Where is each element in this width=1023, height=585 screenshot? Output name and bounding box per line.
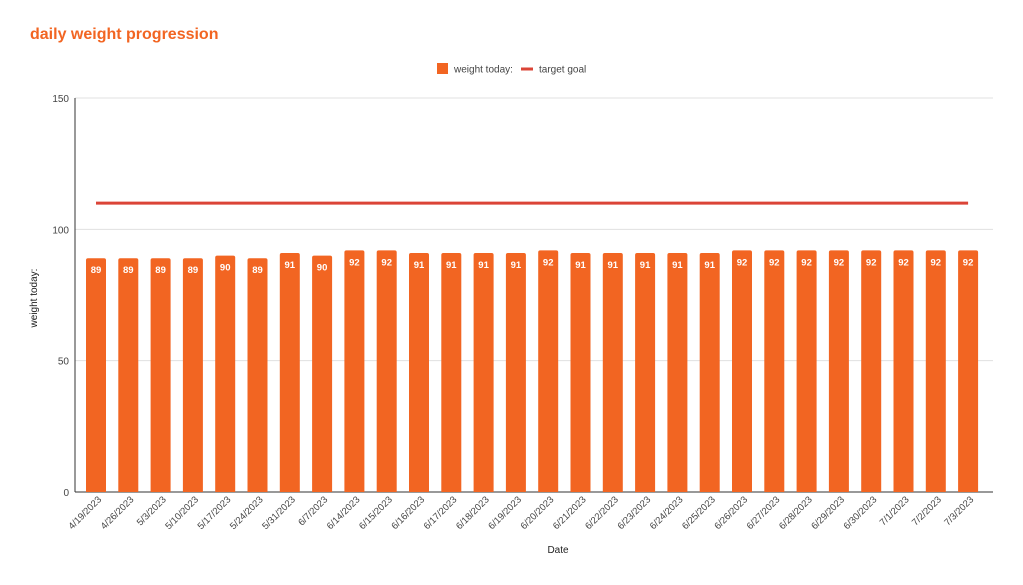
bar-data-label: 92 bbox=[834, 257, 845, 268]
bar bbox=[409, 252, 429, 492]
x-tick-label: 5/24/2023 bbox=[228, 494, 266, 532]
legend-label: weight today: bbox=[453, 65, 513, 76]
x-tick-label: 6/22/2023 bbox=[583, 494, 621, 532]
bar bbox=[441, 252, 462, 492]
x-tick-label: 7/1/2023 bbox=[878, 494, 912, 528]
bar-data-label: 91 bbox=[511, 260, 522, 271]
bars-layer bbox=[86, 250, 979, 492]
bar bbox=[118, 258, 139, 492]
x-tick-label: 6/15/2023 bbox=[357, 494, 395, 532]
x-tick-label: 4/26/2023 bbox=[99, 494, 137, 532]
x-tick-label: 5/10/2023 bbox=[163, 494, 201, 532]
legend: weight today: target goal bbox=[437, 63, 586, 76]
y-tick-label: 100 bbox=[52, 225, 69, 236]
x-tick-label: 6/14/2023 bbox=[325, 494, 363, 532]
bar bbox=[312, 255, 333, 492]
bar-data-label: 91 bbox=[608, 260, 619, 271]
bar bbox=[247, 258, 268, 492]
y-tick-label: 150 bbox=[52, 94, 69, 105]
x-tick-label: 6/20/2023 bbox=[519, 494, 557, 532]
x-tick-label: 5/31/2023 bbox=[260, 494, 298, 532]
x-tick-label: 6/18/2023 bbox=[454, 494, 492, 532]
bar-data-label: 91 bbox=[704, 260, 715, 271]
bar-data-label: 91 bbox=[575, 260, 586, 271]
legend-label: target goal bbox=[539, 65, 586, 76]
y-tick-label: 50 bbox=[58, 357, 70, 368]
bar bbox=[473, 252, 494, 492]
bar bbox=[861, 250, 882, 492]
bar bbox=[925, 250, 946, 492]
bar-data-label: 89 bbox=[252, 265, 263, 276]
bar-data-label: 91 bbox=[285, 260, 296, 271]
x-tick-label: 7/3/2023 bbox=[942, 494, 976, 528]
bar-data-label: 92 bbox=[898, 257, 909, 268]
bar bbox=[602, 252, 623, 492]
legend-swatch-bar bbox=[437, 63, 448, 74]
x-tick-label: 6/16/2023 bbox=[389, 494, 427, 532]
bar bbox=[86, 258, 106, 492]
x-axis-title: Date bbox=[547, 545, 569, 556]
x-tick-label: 6/24/2023 bbox=[648, 494, 686, 532]
bar-data-label: 89 bbox=[155, 265, 166, 276]
x-tick-label: 6/25/2023 bbox=[680, 494, 718, 532]
bar bbox=[635, 252, 656, 492]
legend-item-weight: weight today: bbox=[437, 63, 513, 76]
bar bbox=[344, 250, 365, 492]
x-tick-label: 6/21/2023 bbox=[551, 494, 589, 532]
bar bbox=[732, 250, 752, 492]
bar-data-label: 92 bbox=[931, 257, 942, 268]
bar bbox=[699, 252, 720, 492]
x-tick-label: 6/19/2023 bbox=[486, 494, 524, 532]
bar-data-label: 90 bbox=[317, 263, 328, 274]
bar-data-label: 91 bbox=[640, 260, 651, 271]
grid-layer bbox=[74, 97, 993, 493]
bar bbox=[538, 250, 559, 492]
x-tick-label: 6/28/2023 bbox=[777, 494, 815, 532]
x-tick-label: 7/2/2023 bbox=[910, 494, 944, 528]
bar-data-label: 89 bbox=[188, 265, 199, 276]
bar bbox=[150, 258, 171, 492]
bar bbox=[376, 250, 397, 492]
bar-data-label: 92 bbox=[769, 257, 780, 268]
x-tick-label: 6/17/2023 bbox=[422, 494, 460, 532]
bar-data-label: 92 bbox=[381, 257, 392, 268]
x-tick-label: 4/19/2023 bbox=[66, 494, 104, 532]
bar bbox=[893, 250, 914, 492]
bar bbox=[279, 252, 300, 492]
x-tick-label: 6/26/2023 bbox=[712, 494, 750, 532]
bar bbox=[570, 252, 591, 492]
bar-data-label: 91 bbox=[672, 260, 683, 271]
bar-data-label: 91 bbox=[414, 260, 425, 271]
bar-data-label: 92 bbox=[349, 257, 360, 268]
x-tick-label: 6/30/2023 bbox=[842, 494, 880, 532]
bar-data-label: 89 bbox=[91, 265, 102, 276]
bar bbox=[828, 250, 849, 492]
y-axis-title: weight today: bbox=[29, 269, 40, 329]
chart-title: daily weight progression bbox=[30, 26, 219, 43]
x-tick-label: 5/17/2023 bbox=[196, 494, 234, 532]
bar-data-label: 91 bbox=[446, 260, 457, 271]
x-tick-label: 6/29/2023 bbox=[809, 494, 847, 532]
bar-data-label: 92 bbox=[866, 257, 877, 268]
bar-data-label: 92 bbox=[963, 257, 974, 268]
legend-item-target: target goal bbox=[521, 65, 586, 76]
y-tick-label: 0 bbox=[63, 488, 69, 499]
bar bbox=[215, 255, 236, 492]
bar-data-label: 92 bbox=[737, 257, 748, 268]
bar bbox=[182, 258, 203, 492]
x-tick-label: 6/27/2023 bbox=[745, 494, 783, 532]
bar bbox=[958, 250, 979, 492]
bar-data-label: 90 bbox=[220, 263, 231, 274]
bar bbox=[764, 250, 785, 492]
bar-data-label: 89 bbox=[123, 265, 134, 276]
bar-data-label: 91 bbox=[478, 260, 489, 271]
x-tick-label: 6/23/2023 bbox=[616, 494, 654, 532]
bar bbox=[796, 250, 817, 492]
bar bbox=[667, 252, 688, 492]
bar-data-label: 92 bbox=[543, 257, 554, 268]
bar-data-label: 92 bbox=[801, 257, 812, 268]
bar bbox=[505, 252, 526, 492]
